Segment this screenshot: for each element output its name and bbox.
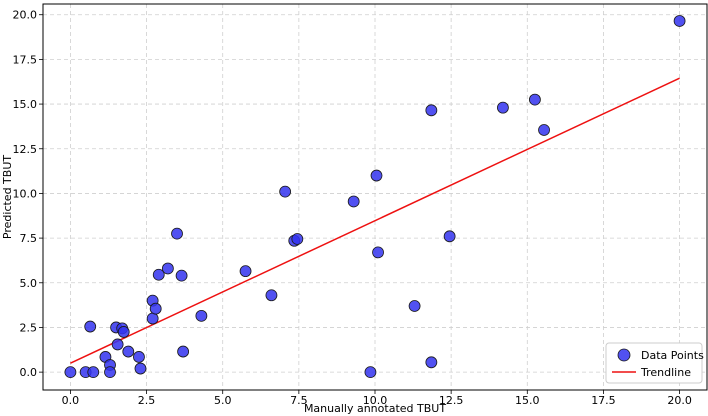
- data-point: [239, 265, 252, 278]
- data-point: [177, 345, 190, 358]
- y-tick-label: 12.5: [13, 143, 38, 156]
- data-point: [134, 362, 147, 375]
- data-point: [87, 366, 100, 379]
- y-tick-label: 2.5: [20, 321, 38, 334]
- data-point: [364, 366, 377, 379]
- y-tick-label: 0.0: [20, 366, 38, 379]
- data-point: [171, 227, 183, 240]
- x-tick-label: 12.5: [439, 394, 464, 407]
- y-axis-label: Predicted TBUT: [1, 155, 14, 239]
- x-tick-label: 5.0: [214, 394, 232, 407]
- y-tick-label: 20.0: [13, 9, 38, 22]
- data-point: [149, 302, 162, 315]
- x-axis-ticks: 0.0 2.5 5.0 7.5 10.0 12.5 15.0 17.5 20.0: [62, 390, 692, 407]
- data-point: [104, 366, 116, 379]
- data-point: [265, 289, 278, 302]
- data-point: [372, 246, 384, 259]
- data-point: [370, 169, 383, 182]
- x-tick-label: 15.0: [515, 394, 540, 407]
- data-point: [64, 366, 77, 379]
- legend: Data Points Trendline: [605, 342, 704, 384]
- x-axis-label: Manually annotated TBUT: [304, 402, 446, 415]
- data-point: [408, 300, 421, 312]
- data-point: [111, 338, 124, 351]
- x-tick-label: 2.5: [138, 394, 156, 407]
- legend-label-trendline: Trendline: [640, 366, 691, 379]
- data-point: [195, 309, 208, 322]
- data-point: [497, 101, 509, 114]
- y-axis-ticks: 0.0 2.5 5.0 7.5 10.0 12.5 15.0 17.5 20.0: [13, 9, 43, 379]
- data-point: [161, 262, 174, 275]
- grid: [43, 4, 707, 390]
- y-tick-label: 17.5: [13, 53, 38, 66]
- trendline-layer: [70, 77, 680, 364]
- x-tick-label: 10.0: [363, 394, 388, 407]
- data-point: [152, 268, 165, 281]
- data-point: [84, 320, 97, 333]
- legend-marker-data-points: [617, 348, 631, 362]
- data-point: [538, 124, 550, 136]
- data-point: [425, 356, 438, 369]
- data-point: [425, 104, 438, 117]
- data-points-layer: [64, 15, 686, 379]
- data-point: [279, 185, 292, 198]
- x-tick-label: 17.5: [591, 394, 616, 407]
- y-tick-label: 5.0: [20, 277, 38, 290]
- data-point: [146, 312, 159, 325]
- data-point: [673, 15, 686, 27]
- trendline: [70, 77, 680, 364]
- y-tick-label: 10.0: [13, 187, 38, 200]
- data-point: [347, 195, 360, 208]
- data-point: [443, 230, 456, 243]
- data-point: [133, 351, 145, 363]
- data-point: [529, 93, 541, 106]
- data-point: [291, 233, 304, 245]
- x-tick-label: 0.0: [62, 394, 80, 407]
- x-tick-label: 20.0: [667, 394, 692, 407]
- y-tick-label: 7.5: [20, 232, 38, 245]
- data-point: [175, 269, 188, 282]
- y-tick-label: 15.0: [13, 98, 38, 111]
- x-tick-label: 7.5: [290, 394, 308, 407]
- data-point: [122, 345, 135, 358]
- legend-label-data-points: Data Points: [641, 349, 704, 362]
- data-point: [117, 326, 130, 338]
